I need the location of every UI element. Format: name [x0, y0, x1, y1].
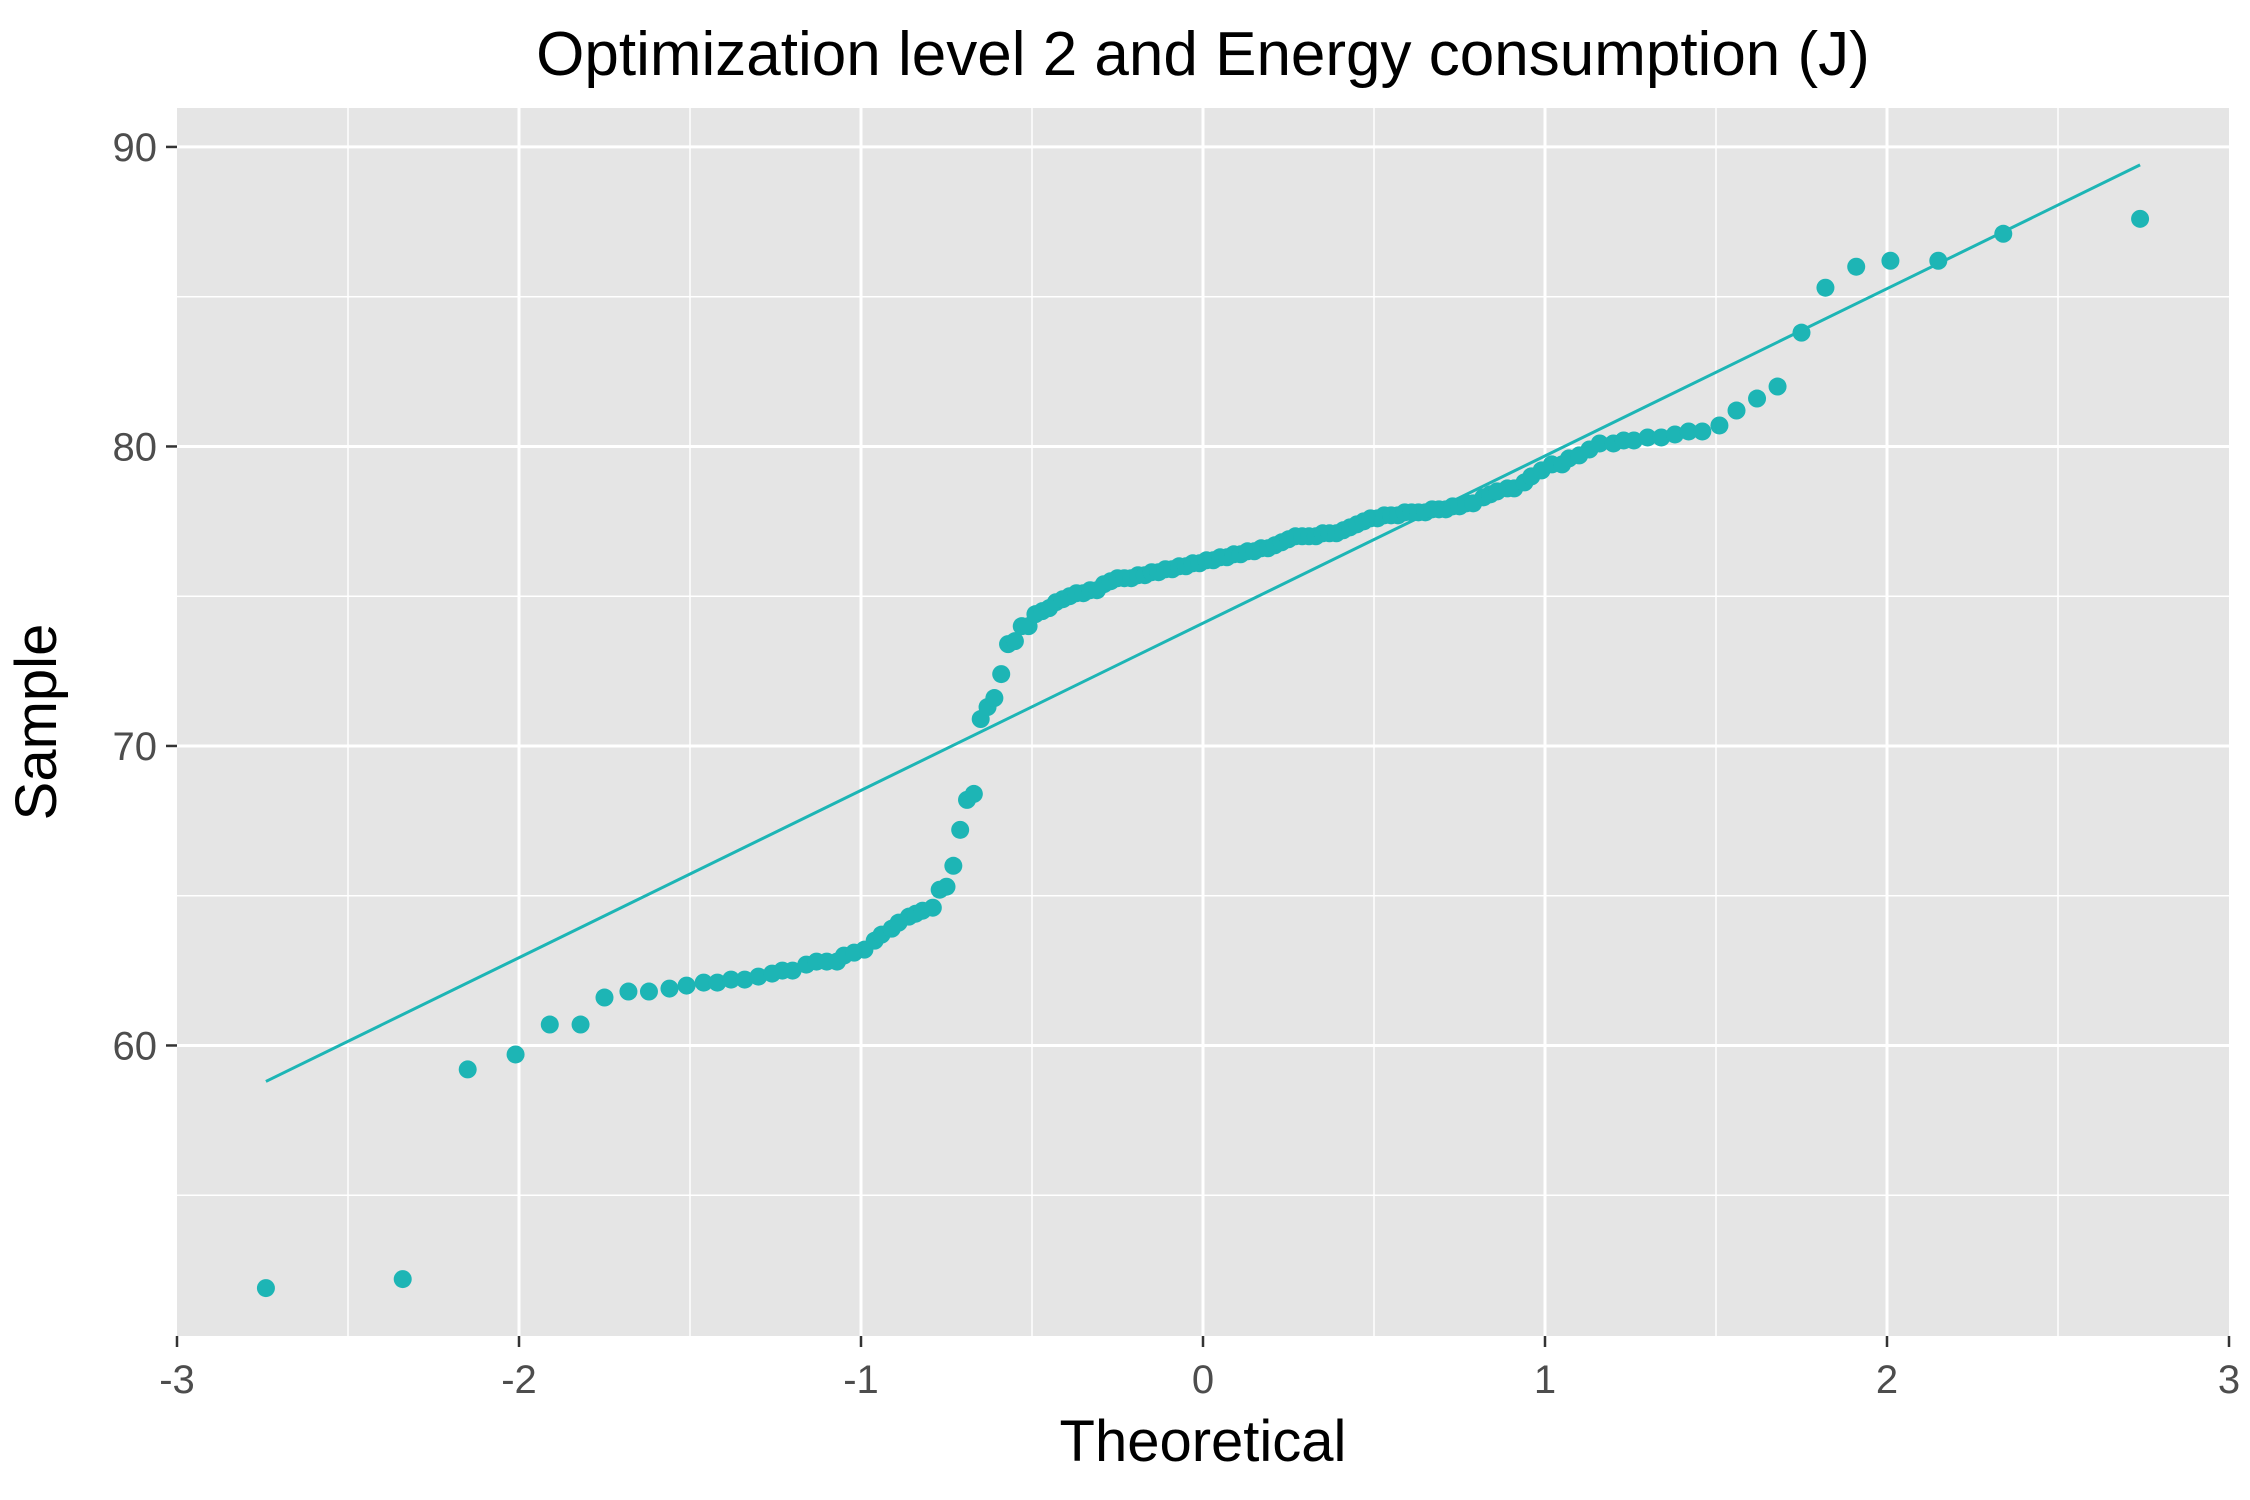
x-axis-title: Theoretical — [1060, 1409, 1347, 1474]
reference-line — [265, 163, 2141, 1083]
x-tick-label: -2 — [501, 1358, 537, 1402]
data-point — [1693, 422, 1712, 441]
data-point — [1816, 278, 1835, 297]
data-point — [708, 973, 727, 992]
x-tick-label: -3 — [159, 1358, 195, 1402]
data-point — [1624, 431, 1643, 450]
y-tick-labels: 60 70 80 90 — [113, 126, 158, 1069]
data-point — [1748, 389, 1767, 408]
y-tick-label: 90 — [113, 126, 158, 170]
data-point — [964, 784, 983, 803]
data-point — [1665, 425, 1684, 444]
x-tick-label: 2 — [1876, 1358, 1898, 1402]
data-point — [677, 976, 696, 995]
data-point — [1881, 251, 1900, 270]
data-point — [749, 967, 768, 986]
data-point — [1929, 251, 1948, 270]
major-gridlines — [177, 108, 2229, 1336]
data-point — [1590, 434, 1609, 453]
data-point — [1994, 224, 2013, 243]
x-tick-label: -1 — [843, 1358, 879, 1402]
data-point — [1679, 422, 1698, 441]
data-point — [937, 877, 956, 896]
data-point — [944, 856, 963, 875]
data-point — [923, 898, 942, 917]
x-tick-label: 1 — [1534, 1358, 1556, 1402]
data-point — [2131, 209, 2150, 228]
data-point — [1847, 257, 1866, 276]
data-point — [1005, 632, 1024, 651]
x-tick-label: 0 — [1192, 1358, 1214, 1402]
data-point — [992, 665, 1011, 684]
data-point — [1727, 401, 1746, 420]
data-point — [639, 982, 658, 1001]
sample-points — [256, 209, 2150, 1298]
data-point — [694, 973, 713, 992]
data-point — [722, 970, 741, 989]
data-point — [1792, 323, 1811, 342]
y-axis-title: Sample — [4, 624, 69, 821]
data-point — [1710, 416, 1729, 435]
data-point — [506, 1045, 525, 1064]
data-point — [393, 1270, 412, 1289]
data-point — [458, 1060, 477, 1079]
data-point — [571, 1015, 590, 1034]
y-tick-label: 70 — [113, 725, 158, 769]
y-tick-label: 80 — [113, 425, 158, 469]
data-point — [1652, 428, 1671, 447]
axis-ticks — [166, 145, 2231, 1347]
chart-title: Optimization level 2 and Energy consumpt… — [536, 20, 1870, 89]
data-point — [540, 1015, 559, 1034]
data-point — [951, 820, 970, 839]
data-point — [619, 982, 638, 1001]
data-point — [735, 970, 754, 989]
y-tick-label: 60 — [113, 1024, 158, 1068]
x-tick-label: 3 — [2218, 1358, 2240, 1402]
data-point — [783, 961, 802, 980]
data-point — [660, 979, 679, 998]
data-point — [985, 689, 1004, 708]
x-tick-labels: -3 -2 -1 0 1 2 3 — [159, 1358, 2240, 1402]
data-point — [1768, 377, 1787, 396]
data-point — [1638, 428, 1657, 447]
data-point — [595, 988, 614, 1007]
data-point — [256, 1279, 275, 1298]
